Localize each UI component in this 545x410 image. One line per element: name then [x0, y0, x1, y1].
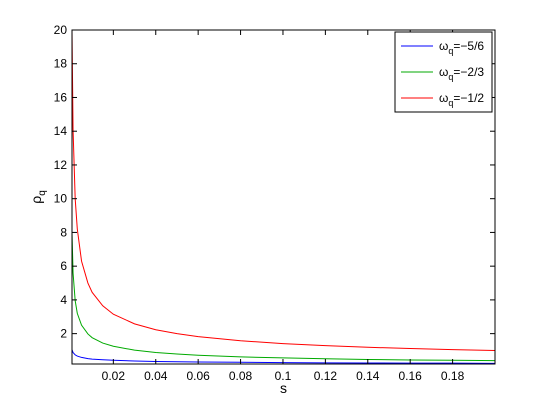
axis-ticks: 0.02 0.04 0.06 0.08 0.1 0.12 0.14 0.16 0.18 2 4 6 8 1…: [54, 23, 495, 383]
series-line-3: [71, 29, 496, 352]
x-tick-label: 0.02: [102, 369, 126, 383]
plot-area: [71, 29, 496, 364]
x-tick-label: 0.08: [229, 369, 253, 383]
x-axis-label: s: [280, 380, 287, 396]
legend-entry-label-2: ωq=−2/3: [439, 65, 484, 82]
y-tick-label: 14: [54, 124, 68, 138]
legend-entry-label-3: ωq=−1/2: [439, 91, 484, 108]
x-tick-label: 0.1: [275, 369, 292, 383]
x-tick-label: 0.12: [314, 369, 338, 383]
x-tick-label: 0.16: [399, 369, 423, 383]
x-tick-label: 0.14: [356, 369, 380, 383]
y-axis-label-subscript: q: [37, 190, 48, 196]
y-tick-label: 20: [54, 23, 68, 37]
legend: ωq=−5/6 ωq=−2/3 ωq=−1/2: [394, 31, 493, 113]
y-tick-label: 18: [54, 57, 68, 71]
x-tick-label: 0.18: [441, 369, 465, 383]
y-tick-label: 6: [60, 259, 67, 273]
x-tick-label: 0.06: [186, 369, 210, 383]
legend-entry-label-1: ωq=−5/6: [439, 39, 484, 56]
series-line-2: [71, 232, 496, 362]
y-tick-label: 10: [54, 192, 68, 206]
y-tick-label: 12: [54, 158, 68, 172]
y-tick-label: 4: [60, 293, 67, 307]
y-tick-label: 16: [54, 90, 68, 104]
y-axis-label-base: ρ: [28, 196, 44, 204]
y-axis-label: ρq: [28, 190, 48, 204]
y-tick-label: 8: [60, 225, 67, 239]
plot-frame: [71, 29, 496, 365]
series-line-1: [71, 349, 496, 364]
x-tick-label: 0.04: [144, 369, 168, 383]
y-tick-label: 2: [60, 327, 67, 341]
